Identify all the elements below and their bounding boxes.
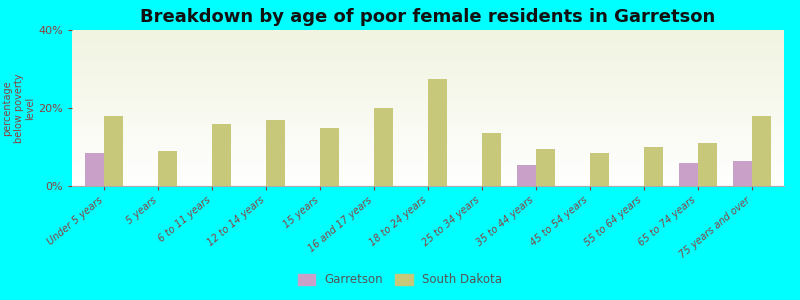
Bar — [698, 143, 717, 186]
Bar — [644, 147, 662, 186]
Bar — [428, 79, 447, 186]
Bar — [158, 151, 177, 186]
Bar — [212, 124, 231, 186]
Bar — [536, 149, 554, 186]
Bar — [266, 120, 285, 186]
Bar — [374, 108, 393, 186]
Y-axis label: percentage
below poverty
level: percentage below poverty level — [2, 73, 35, 143]
Bar — [86, 153, 104, 186]
Bar — [104, 116, 123, 186]
Bar — [482, 133, 501, 186]
Bar — [733, 161, 752, 186]
Legend: Garretson, South Dakota: Garretson, South Dakota — [293, 269, 507, 291]
Bar — [517, 164, 536, 186]
Bar — [320, 128, 339, 186]
Title: Breakdown by age of poor female residents in Garretson: Breakdown by age of poor female resident… — [140, 8, 716, 26]
Bar — [679, 163, 698, 186]
Bar — [752, 116, 770, 186]
Bar — [590, 153, 609, 186]
